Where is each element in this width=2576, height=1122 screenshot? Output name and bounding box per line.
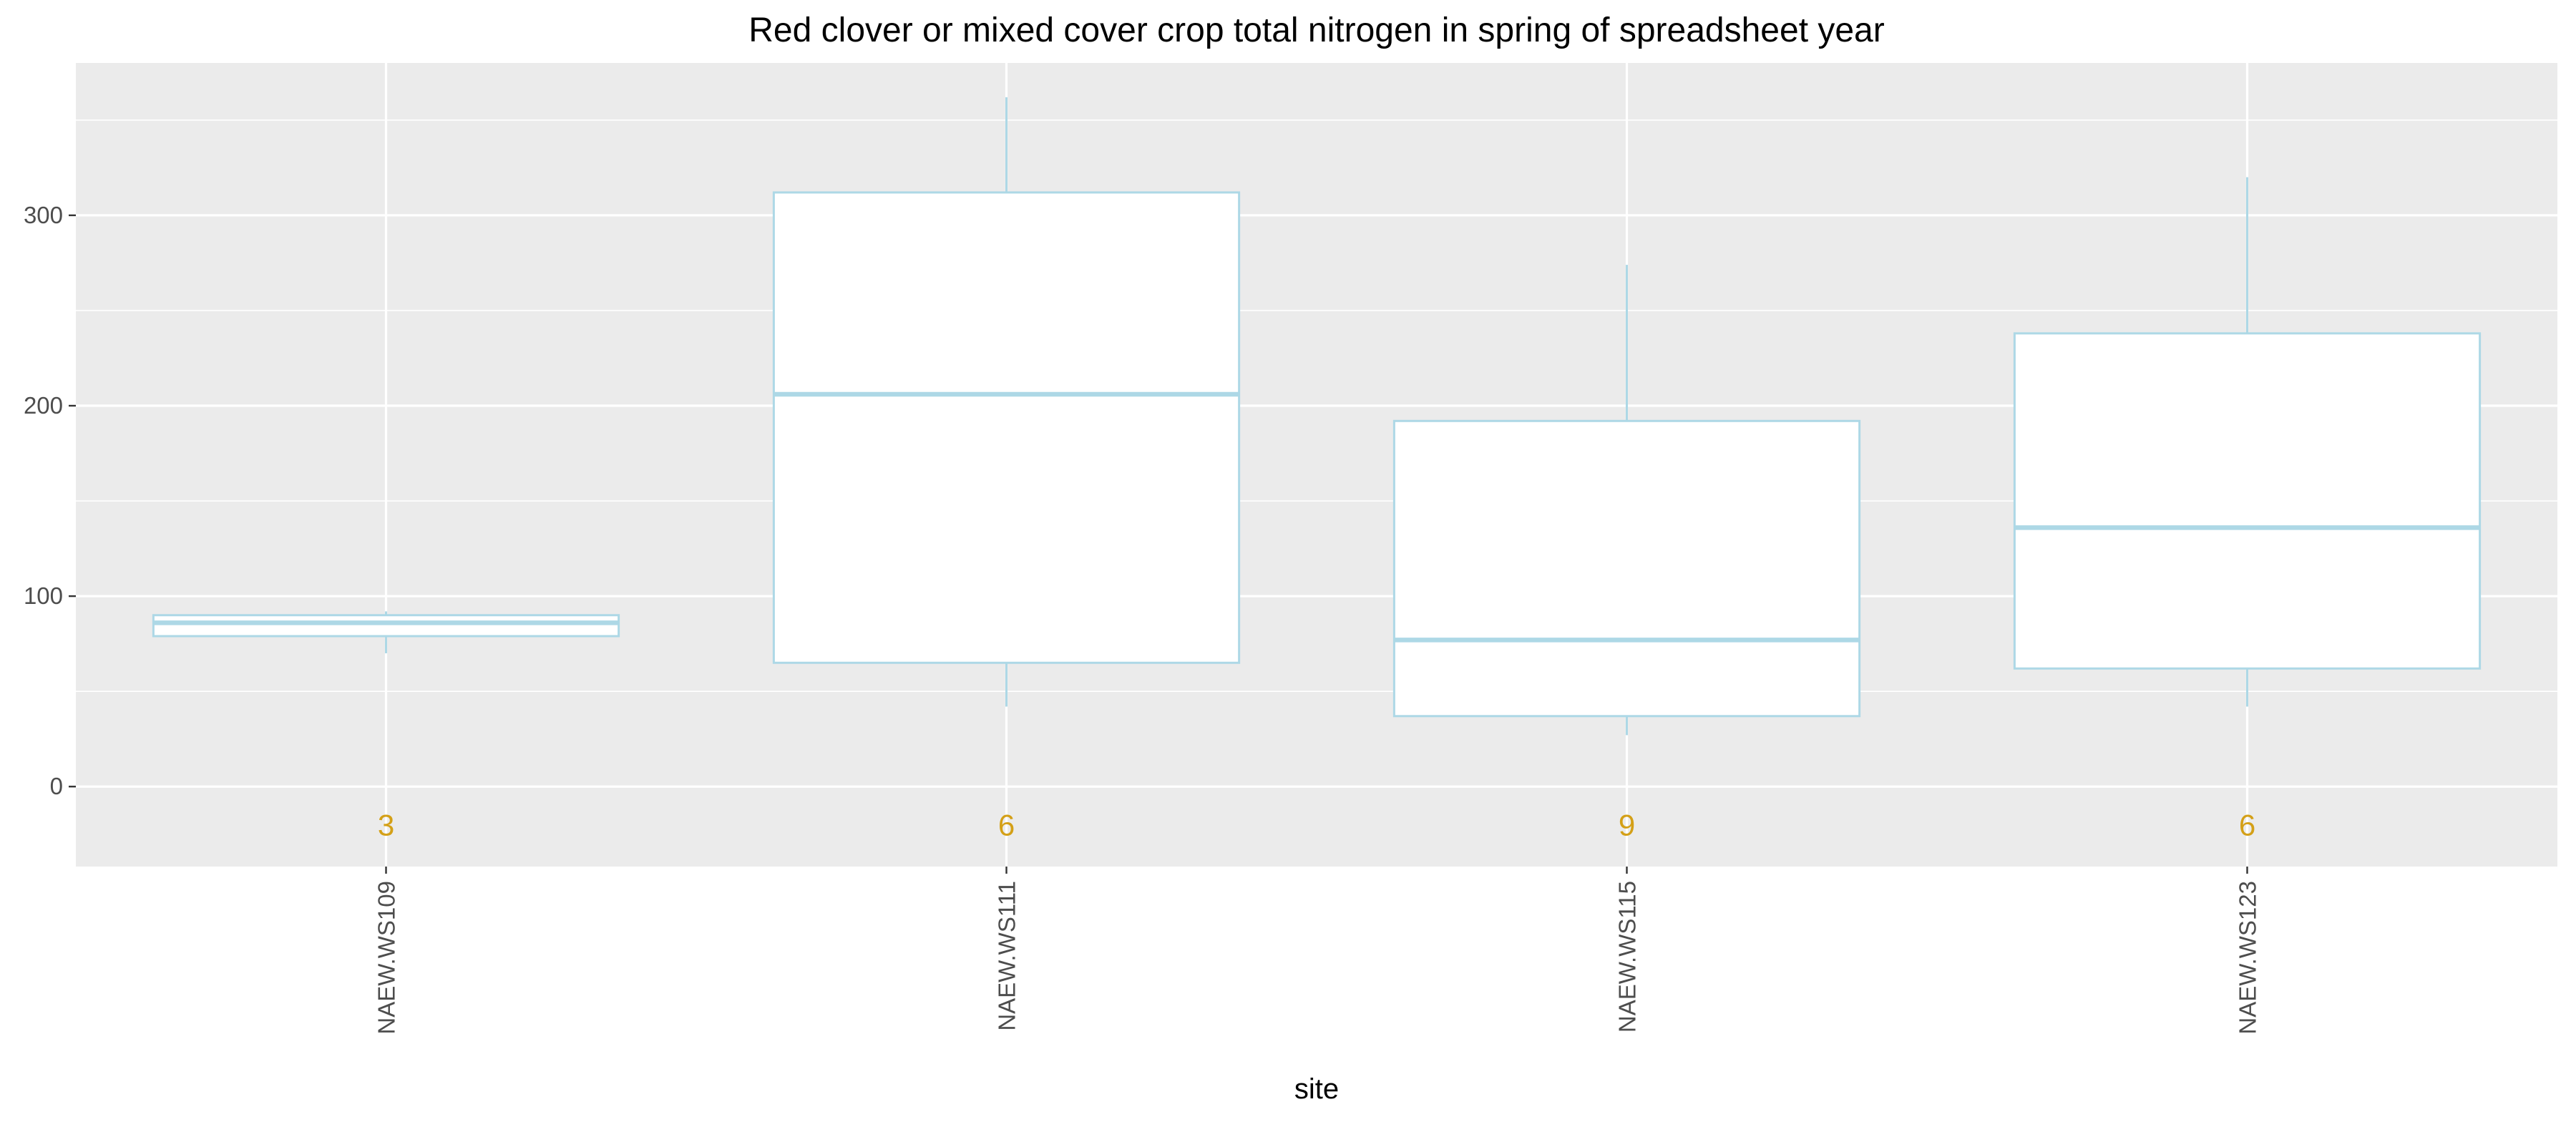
y-tick-label: 300 [24,202,63,228]
box-iqr [152,614,620,638]
count-label: 6 [998,808,1015,841]
y-tick-label: 100 [24,582,63,609]
count-label: 9 [1619,808,1635,841]
box-NAEW.WS109: 3 [152,611,620,841]
count-label: 6 [2239,808,2255,841]
y-tick-label: 0 [50,773,63,799]
box-iqr [772,191,1241,664]
box-iqr [2013,332,2482,670]
box-iqr [1392,419,1861,718]
box-NAEW.WS111: 6 [772,97,1241,841]
chart-title: Red clover or mixed cover crop total nit… [748,11,1884,49]
count-label: 3 [378,808,394,841]
x-tick-label: NAEW.WS115 [1614,881,1641,1033]
y-tick-label: 200 [24,392,63,419]
y-axis: 0 100 200 300 [24,202,76,799]
boxplot-boxes: 3 6 9 6 [152,97,2482,841]
x-tick-label: NAEW.WS123 [2235,881,2261,1035]
x-axis: NAEW.WS109 NAEW.WS111 NAEW.WS115 NAEW.WS123 [374,867,2261,1035]
box-NAEW.WS115: 9 [1392,265,1861,841]
box-NAEW.WS123: 6 [2013,177,2482,841]
x-tick-label: NAEW.WS111 [994,881,1020,1031]
x-tick-label: NAEW.WS109 [374,881,400,1035]
x-axis-title: site [1294,1073,1339,1105]
